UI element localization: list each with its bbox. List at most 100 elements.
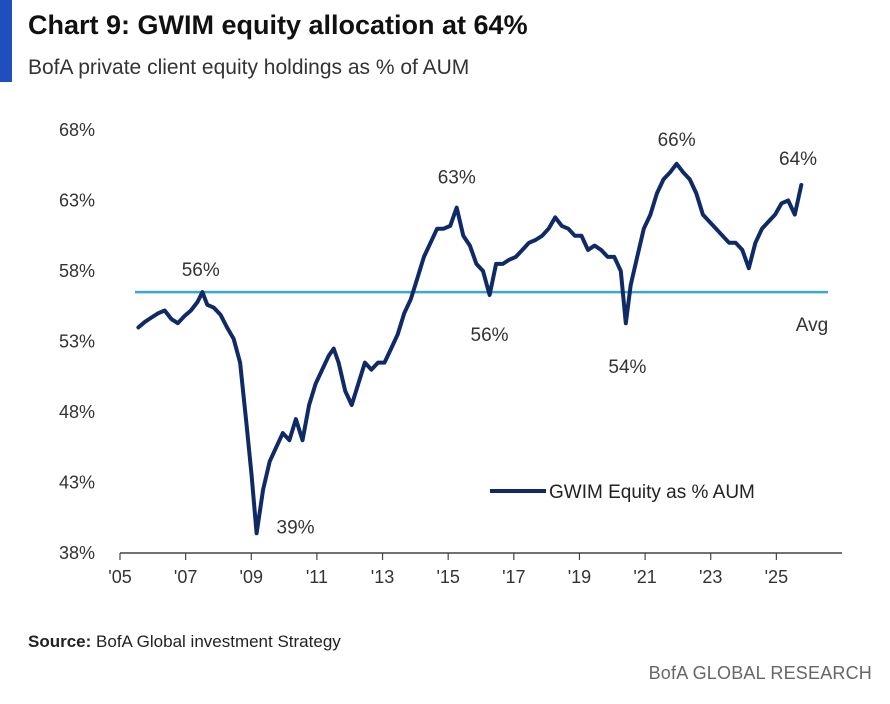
source-text: BofA Global investment Strategy (96, 632, 341, 651)
series-point (573, 234, 577, 237)
series-point (747, 267, 750, 270)
series-point (708, 220, 711, 223)
series-point (337, 361, 340, 364)
series-point (547, 227, 550, 230)
series-point (695, 192, 698, 195)
x-tick-label: '13 (371, 567, 394, 587)
series-point (586, 248, 590, 252)
series-point (501, 262, 504, 266)
annotation-label: 56% (182, 260, 220, 281)
series-point (462, 234, 465, 237)
annotation-label: 56% (471, 325, 509, 346)
series-point (688, 178, 691, 181)
series-point (275, 446, 278, 449)
series-point (383, 361, 386, 364)
series-point (642, 227, 645, 230)
series-point (488, 293, 491, 297)
average-label: Avg (796, 315, 828, 336)
series-point (416, 276, 419, 280)
series-point (170, 317, 173, 321)
series-point (567, 227, 570, 230)
source-label: Source: (28, 632, 92, 651)
series-point (403, 312, 406, 315)
series-point (682, 171, 685, 174)
series-point (760, 227, 764, 230)
series-point (301, 439, 304, 442)
x-tick-label: '21 (633, 567, 656, 587)
x-axis-ticks: '05 '07 '09 '11 '13 '15 '17 '19 '21 '23 '25 (108, 553, 788, 587)
series-point (150, 316, 153, 319)
series-point (714, 227, 718, 230)
x-tick-label: '25 (765, 567, 788, 587)
annotation-label: 39% (277, 517, 315, 538)
brand-label: BofA GLOBAL RESEARCH (648, 663, 872, 683)
series-point (307, 403, 311, 407)
x-tick-label: '07 (174, 567, 197, 587)
series-point (294, 417, 298, 421)
series-point (350, 403, 353, 407)
series-point (606, 255, 609, 259)
chart-title: Chart 9: GWIM equity allocation at 64% (28, 10, 528, 40)
series-point (156, 312, 160, 315)
series-point (754, 241, 757, 244)
series-point (662, 178, 665, 181)
series-point (701, 213, 705, 216)
series-point (449, 224, 452, 228)
series-point (376, 361, 380, 364)
series-point (780, 202, 783, 205)
series-point (389, 347, 393, 350)
series-point (163, 309, 166, 312)
series-point (396, 333, 399, 336)
y-axis-ticks: 38% 43% 48% 53% 58% 63% 68% (59, 120, 95, 563)
series-point (422, 255, 426, 259)
series-point (767, 220, 770, 223)
series-point (344, 389, 347, 393)
series-point (468, 244, 472, 247)
series-point (429, 241, 432, 244)
x-tick-label: '11 (306, 567, 328, 587)
series-point (143, 320, 147, 323)
series-point (721, 234, 724, 237)
series-point (494, 262, 498, 266)
y-tick-label: 58% (59, 261, 95, 281)
y-tick-label: 63% (59, 191, 95, 211)
series-point (580, 234, 583, 237)
annotation-label: 54% (608, 357, 646, 378)
y-tick-label: 53% (59, 332, 95, 352)
y-tick-label: 43% (59, 473, 95, 493)
series-point (189, 309, 193, 312)
series-point (560, 224, 563, 228)
series-point (332, 347, 335, 350)
series-point (727, 241, 731, 244)
series-point (435, 227, 439, 230)
series-point (619, 269, 622, 273)
series-point (540, 234, 544, 237)
series-point (196, 300, 199, 304)
series-point (225, 326, 229, 329)
series-point (514, 255, 517, 259)
series-point (201, 290, 204, 294)
series-point (232, 337, 235, 340)
series-point (481, 269, 485, 273)
annotation-label: 66% (658, 130, 696, 151)
series-point (636, 255, 639, 259)
series-point (363, 361, 367, 364)
accent-bar (0, 0, 12, 82)
series-point (455, 206, 458, 209)
series-point (206, 303, 209, 306)
series-point (268, 460, 271, 463)
series-point (773, 213, 777, 216)
series-point (321, 368, 324, 371)
series-point (327, 354, 330, 357)
series-point (245, 424, 248, 428)
series-point (787, 199, 790, 202)
series-point (261, 488, 265, 491)
y-tick-label: 68% (59, 120, 95, 140)
series-point (281, 431, 284, 435)
chart-subtitle: BofA private client equity holdings as %… (28, 56, 470, 79)
series-point (624, 322, 627, 325)
series-point (741, 248, 744, 252)
series-point (593, 244, 596, 247)
series-point (255, 532, 258, 535)
